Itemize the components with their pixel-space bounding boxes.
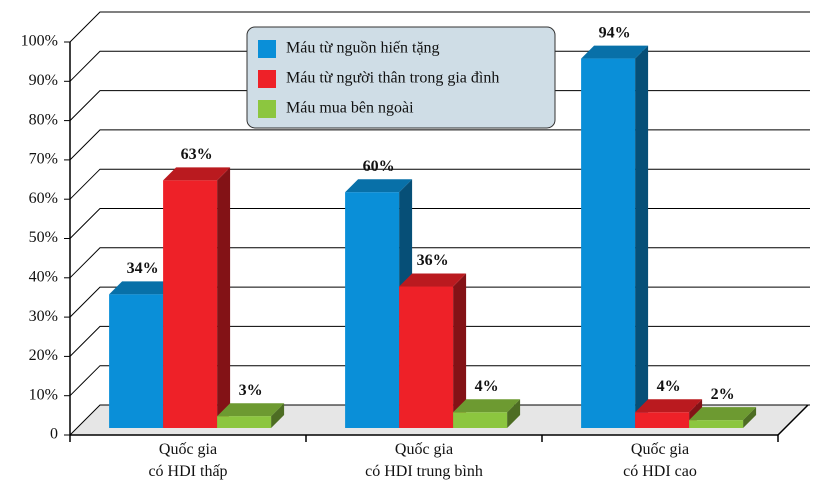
bar-side [217, 167, 231, 428]
legend-box [246, 26, 556, 129]
bar [217, 416, 272, 428]
bar [109, 294, 164, 428]
data-label: 3% [239, 382, 263, 399]
data-label: 2% [711, 386, 735, 403]
y-tick-label: 0 [50, 426, 58, 443]
legend-swatch [258, 40, 276, 58]
legend-swatch [258, 100, 276, 118]
data-label: 94% [599, 24, 631, 41]
y-tick-label: 50% [29, 229, 58, 246]
y-tick-label: 70% [29, 151, 58, 168]
bar-top [399, 273, 467, 287]
y-tick-label: 40% [29, 268, 58, 285]
bar [689, 420, 744, 428]
data-label: 36% [417, 252, 449, 269]
bar [345, 192, 400, 428]
bar-top [581, 45, 649, 59]
y-tick-label: 10% [29, 386, 58, 403]
data-label: 4% [657, 378, 681, 395]
data-label: 34% [127, 260, 159, 277]
bar-side [271, 403, 285, 428]
bar-side [453, 273, 467, 428]
y-tick-label: 90% [29, 72, 58, 89]
grid-line [69, 50, 810, 82]
bar-top [345, 179, 413, 193]
data-label: 63% [181, 146, 213, 163]
grid-line [69, 168, 810, 200]
grid-line [69, 404, 810, 436]
grid-line [69, 325, 810, 357]
grid-line [69, 11, 810, 43]
grid-line [69, 208, 810, 239]
grid-line [69, 286, 810, 318]
x-tick-label: Quốc gia có HDI cao [623, 441, 697, 480]
x-tick-label: Quốc gia có HDI trung bình [365, 441, 483, 480]
y-tick-label: 80% [29, 111, 58, 128]
y-tick-label: 60% [29, 190, 58, 207]
bar-top [635, 399, 703, 413]
bar-side [743, 407, 757, 428]
floor-edge [777, 404, 809, 436]
bar [163, 180, 218, 428]
data-label: 60% [363, 158, 395, 175]
legend-label: Máu từ nguồn hiến tặng [286, 40, 440, 57]
grid-line [69, 129, 810, 161]
legend-swatch [258, 70, 276, 88]
bar-top [217, 403, 285, 417]
data-label: 4% [475, 378, 499, 395]
y-tick-label: 100% [21, 33, 58, 50]
bar [453, 412, 508, 428]
bar-top [163, 167, 231, 181]
grid-line [69, 90, 810, 121]
bar-top [453, 399, 521, 413]
bar-side [635, 45, 649, 428]
grid-line [69, 247, 810, 279]
y-tick-label: 30% [29, 308, 58, 325]
bar [581, 58, 636, 428]
bar-side [507, 399, 521, 428]
grid-line [69, 365, 810, 397]
legend-label: Máu từ người thân trong gia đình [286, 70, 499, 87]
y-tick-label: 20% [29, 347, 58, 364]
bar-top [109, 281, 177, 295]
bar [635, 412, 690, 428]
legend-label: Máu mua bên ngoài [286, 100, 414, 117]
bar-top [689, 407, 757, 421]
bar [399, 286, 454, 428]
x-tick-label: Quốc gia có HDI thấp [148, 441, 228, 480]
